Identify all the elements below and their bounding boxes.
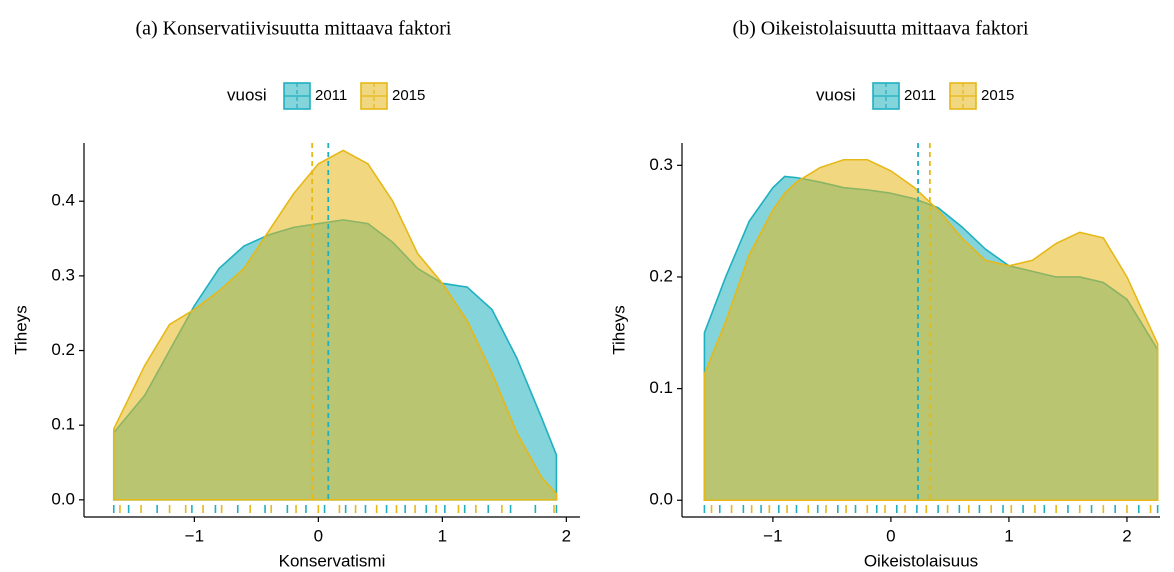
- legend-item: 2015: [360, 82, 425, 110]
- x-axis-title: Oikeistolaisuus: [864, 551, 978, 570]
- chart-title: (b) Oikeistolaisuutta mittaava faktori: [732, 18, 1028, 40]
- chart-title: (a) Konservatiivisuutta mittaava faktori: [135, 18, 451, 40]
- x-tick-label: 1: [1004, 526, 1013, 545]
- y-tick-label: 0.1: [649, 378, 673, 397]
- x-axis-title: Konservatismi: [279, 551, 386, 570]
- x-tick-label: 0: [314, 526, 323, 545]
- x-tick-label: −1: [763, 526, 782, 545]
- panel: (b) Oikeistolaisuutta mittaava faktori 0.…: [609, 18, 1160, 570]
- y-tick-label: 0.4: [51, 191, 75, 210]
- legend-title: vuosi: [227, 85, 267, 104]
- legend-item: 2011: [872, 82, 936, 110]
- x-tick-label: 1: [438, 526, 447, 545]
- y-tick-label: 0.3: [51, 265, 75, 284]
- x-tick-label: 0: [886, 526, 895, 545]
- legend-label: 2015: [981, 87, 1014, 104]
- panel: (a) Konservatiivisuutta mittaava faktori…: [11, 18, 580, 570]
- legend-item: 2015: [949, 82, 1014, 110]
- x-tick-label: 2: [1122, 526, 1131, 545]
- density-area: [703, 158, 1159, 502]
- density-area: [112, 149, 558, 501]
- legend-label: 2015: [392, 87, 425, 104]
- y-tick-label: 0.2: [649, 266, 673, 285]
- x-tick-label: 2: [562, 526, 571, 545]
- legend-label: 2011: [904, 87, 936, 104]
- legend-label: 2011: [315, 87, 347, 104]
- y-tick-label: 0.0: [649, 490, 673, 509]
- y-axis-title: Tiheys: [609, 305, 628, 354]
- legend-title: vuosi: [816, 85, 856, 104]
- x-tick-label: −1: [185, 526, 204, 545]
- y-tick-label: 0.0: [51, 489, 75, 508]
- legend-item: 2011: [283, 82, 347, 110]
- y-tick-label: 0.2: [51, 340, 75, 359]
- y-tick-label: 0.3: [649, 155, 673, 174]
- y-axis-title: Tiheys: [11, 305, 30, 354]
- y-tick-label: 0.1: [51, 415, 75, 434]
